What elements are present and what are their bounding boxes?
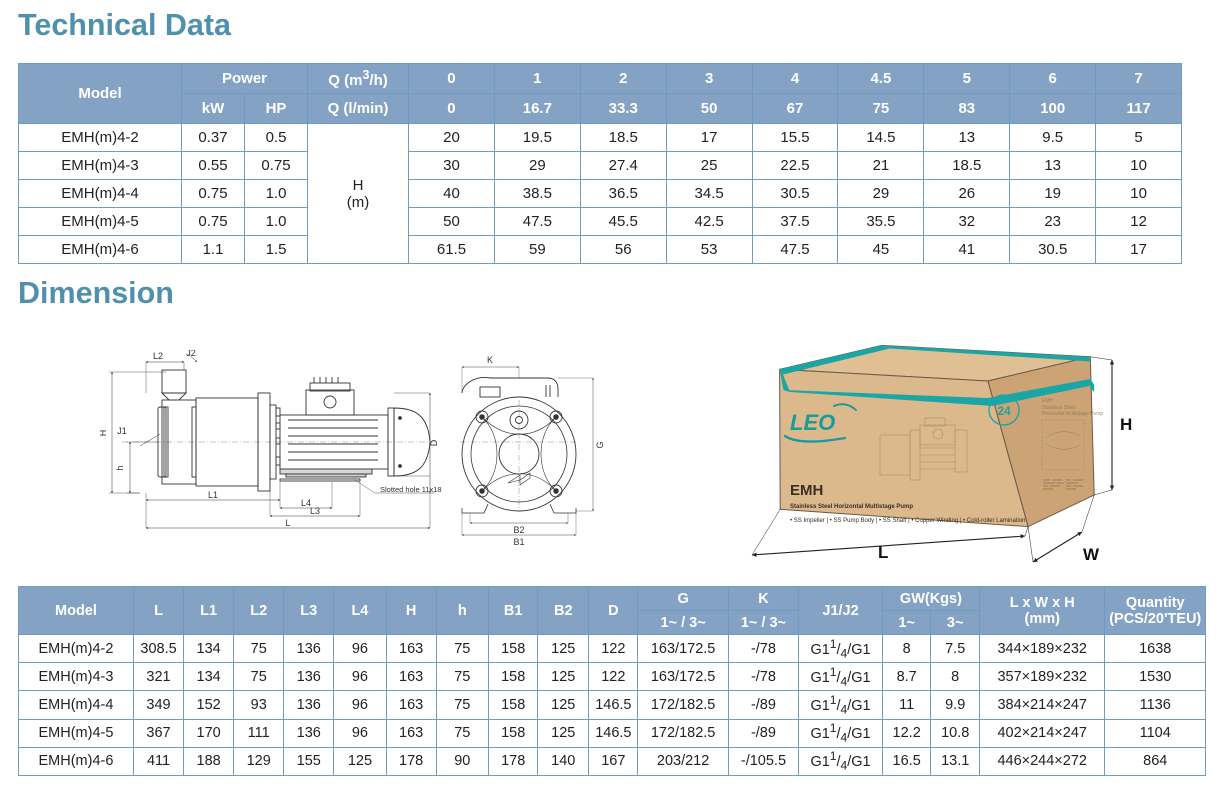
svg-text:J2: J2 bbox=[186, 350, 196, 358]
svg-text:Slotted hole 11x18: Slotted hole 11x18 bbox=[380, 485, 442, 494]
svg-text:H: H bbox=[100, 430, 108, 437]
svg-text:EMH: EMH bbox=[1042, 398, 1054, 404]
svg-text:B1: B1 bbox=[513, 537, 524, 547]
svg-text:D: D bbox=[429, 439, 439, 446]
svg-text:L3: L3 bbox=[310, 506, 320, 516]
svg-text:L2: L2 bbox=[153, 351, 163, 361]
svg-text:h: h bbox=[115, 465, 125, 470]
svg-text:24: 24 bbox=[997, 404, 1011, 418]
svg-text:B2: B2 bbox=[513, 525, 524, 535]
svg-text:LEO: LEO bbox=[790, 410, 835, 435]
svg-text:L: L bbox=[285, 518, 290, 528]
svg-text:• SS Impeller | • SS Pump: • SS Impeller | • SS Pump Body | • SS Sh… bbox=[790, 518, 1026, 524]
svg-text:Horizontal Multistage Pump: Horizontal Multistage Pump bbox=[1042, 411, 1103, 417]
svg-text:J1: J1 bbox=[117, 426, 127, 436]
svg-text:K: K bbox=[487, 355, 493, 365]
svg-text:EMH: EMH bbox=[790, 482, 823, 499]
svg-text:W: W bbox=[1083, 545, 1100, 564]
svg-text:Stainless Steel Horizontal Mul: Stainless Steel Horizontal Multistage Pu… bbox=[790, 504, 913, 510]
svg-text:G: G bbox=[595, 441, 605, 448]
svg-text:L1: L1 bbox=[208, 490, 218, 500]
svg-text:L: L bbox=[878, 543, 888, 562]
svg-text:H: H bbox=[1120, 415, 1132, 434]
